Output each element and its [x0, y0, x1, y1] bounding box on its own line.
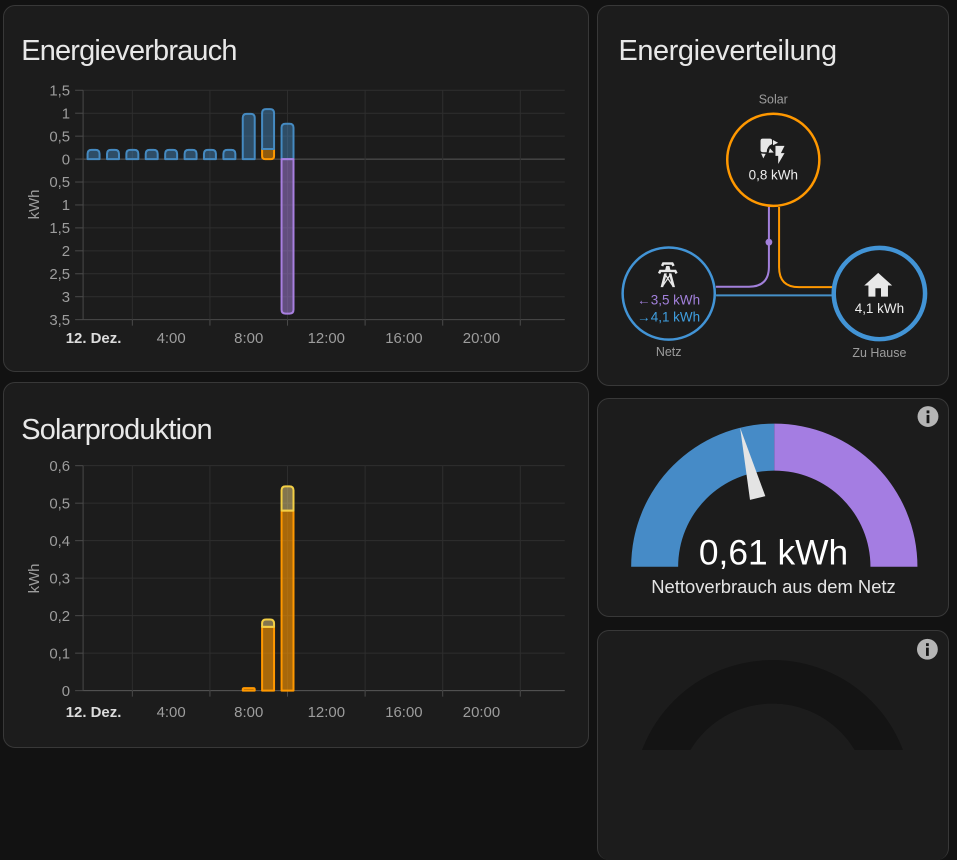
svg-text:0,5: 0,5	[49, 495, 70, 512]
svg-text:←3,5 kWh: ←3,5 kWh	[637, 293, 700, 308]
svg-text:12:00: 12:00	[308, 330, 345, 347]
svg-text:0,4: 0,4	[49, 533, 70, 550]
svg-text:Solar: Solar	[759, 92, 788, 106]
svg-text:3: 3	[62, 289, 70, 306]
svg-text:0,6: 0,6	[49, 458, 70, 475]
svg-text:1: 1	[62, 105, 70, 122]
svg-text:0,2: 0,2	[49, 608, 70, 625]
svg-text:Nettoverbrauch aus dem Netz: Nettoverbrauch aus dem Netz	[651, 576, 896, 597]
svg-text:Zu Hause: Zu Hause	[852, 346, 906, 360]
svg-text:0,5: 0,5	[49, 128, 70, 145]
svg-text:12:00: 12:00	[308, 704, 345, 721]
svg-text:16:00: 16:00	[385, 330, 422, 347]
svg-text:kWh: kWh	[26, 190, 43, 220]
svg-text:12. Dez.: 12. Dez.	[66, 330, 122, 347]
svg-text:3,5: 3,5	[49, 312, 70, 329]
svg-text:0,1: 0,1	[49, 645, 70, 662]
svg-text:Energieverteilung: Energieverteilung	[618, 35, 836, 67]
svg-text:0: 0	[62, 151, 70, 168]
svg-text:2,5: 2,5	[49, 266, 70, 283]
svg-text:8:00: 8:00	[234, 704, 263, 721]
svg-text:16:00: 16:00	[385, 704, 422, 721]
svg-text:2: 2	[62, 243, 70, 260]
svg-text:kWh: kWh	[26, 564, 43, 594]
svg-text:20:00: 20:00	[463, 704, 500, 721]
svg-text:4,1 kWh: 4,1 kWh	[855, 301, 904, 316]
svg-text:0,3: 0,3	[49, 570, 70, 587]
svg-text:0: 0	[62, 683, 70, 700]
svg-text:1,5: 1,5	[49, 82, 70, 99]
svg-text:0,61 kWh: 0,61 kWh	[699, 534, 848, 573]
svg-text:Netz: Netz	[656, 345, 682, 359]
svg-text:0,8 kWh: 0,8 kWh	[749, 168, 798, 183]
svg-text:20:00: 20:00	[463, 330, 500, 347]
svg-text:4:00: 4:00	[157, 704, 186, 721]
svg-text:1,5: 1,5	[49, 220, 70, 237]
svg-text:8:00: 8:00	[234, 330, 263, 347]
svg-text:Energieverbrauch: Energieverbrauch	[21, 35, 236, 67]
svg-text:1: 1	[62, 197, 70, 214]
svg-text:→4,1 kWh: →4,1 kWh	[637, 310, 700, 325]
svg-text:4:00: 4:00	[157, 330, 186, 347]
svg-text:12. Dez.: 12. Dez.	[66, 704, 122, 721]
svg-text:0,5: 0,5	[49, 174, 70, 191]
svg-text:Solarproduktion: Solarproduktion	[21, 414, 212, 446]
